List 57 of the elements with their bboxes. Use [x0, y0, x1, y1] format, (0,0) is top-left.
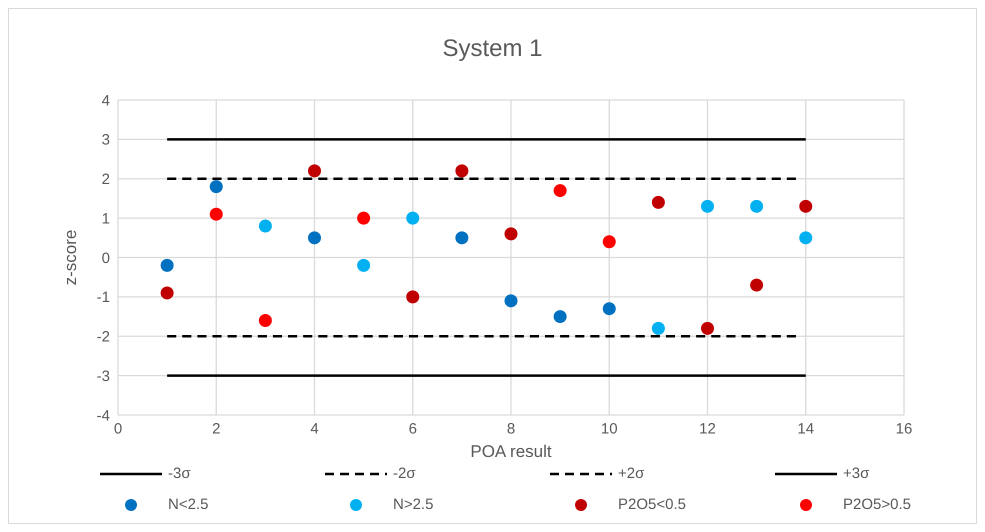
- legend-label: P2O5>0.5: [843, 496, 911, 513]
- x-tick-label: 10: [600, 420, 618, 438]
- y-tick-label: -3: [96, 368, 110, 385]
- point: [602, 302, 616, 316]
- y-tick-label: 1: [102, 210, 110, 228]
- point: [750, 278, 764, 292]
- legend-label: P2O5<0.5: [618, 496, 686, 513]
- point: [160, 258, 174, 272]
- legend-label: +2σ: [618, 465, 644, 482]
- point: [455, 164, 468, 178]
- y-tick-label: -4: [96, 407, 110, 424]
- legend-label: +3σ: [843, 465, 870, 482]
- y-tick-label: -2: [96, 328, 110, 346]
- x-tick-label: 14: [797, 420, 814, 438]
- point: [504, 294, 518, 308]
- point: [406, 290, 420, 304]
- point: [455, 231, 468, 244]
- y-tick-label: 4: [102, 92, 110, 110]
- point: [701, 322, 714, 335]
- y-axis-title: z-score: [61, 230, 80, 286]
- point: [210, 180, 223, 194]
- point: [554, 184, 567, 198]
- y-tick-label: 2: [102, 171, 110, 188]
- x-axis-title: POA result: [470, 442, 552, 462]
- x-tick-label: 4: [310, 420, 319, 438]
- point: [210, 208, 223, 221]
- point: [308, 164, 321, 178]
- y-tick-label: 3: [102, 132, 110, 149]
- x-tick-label: 6: [408, 420, 417, 438]
- x-tick-label: 12: [699, 420, 716, 438]
- point: [258, 220, 272, 232]
- legend-label: -3σ: [168, 465, 191, 482]
- x-tick-label: 16: [896, 420, 912, 438]
- point: [357, 258, 370, 272]
- point: [652, 196, 665, 209]
- point: [602, 235, 616, 248]
- point: [799, 231, 812, 244]
- legend-label: -2σ: [393, 465, 416, 482]
- point: [799, 200, 812, 213]
- x-tick-label: 0: [114, 420, 122, 438]
- point: [504, 227, 518, 240]
- point: [406, 212, 420, 225]
- x-tick-label: 2: [212, 420, 220, 438]
- point: [652, 322, 665, 335]
- legend-label: N<2.5: [168, 496, 208, 513]
- point: [701, 200, 714, 213]
- point: [308, 231, 321, 244]
- chart-title: System 1: [441, 35, 544, 63]
- point: [160, 286, 174, 300]
- y-tick-label: -1: [96, 289, 110, 306]
- point: [258, 314, 272, 327]
- legend-label: N>2.5: [393, 496, 434, 513]
- point: [554, 310, 567, 324]
- y-tick-label: 0: [102, 250, 110, 267]
- point: [357, 212, 370, 225]
- x-tick-label: 8: [506, 420, 516, 438]
- point: [750, 200, 764, 213]
